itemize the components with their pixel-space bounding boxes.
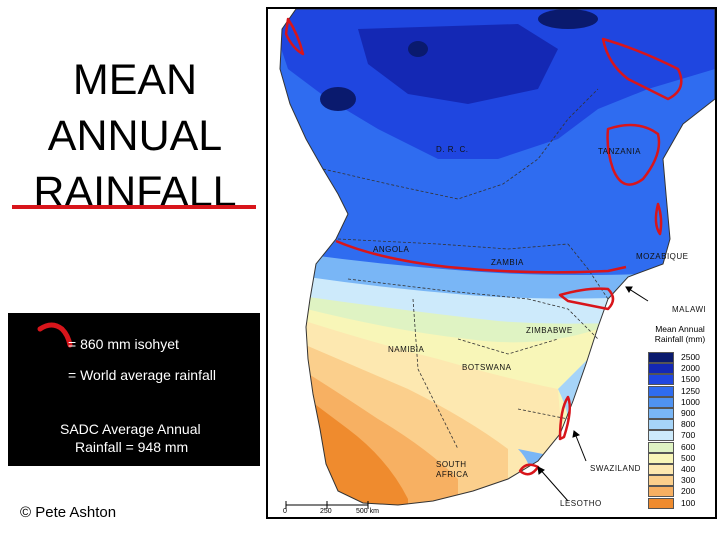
key-label-1250: 1250 xyxy=(681,385,700,396)
key-label-400: 400 xyxy=(681,464,696,474)
key-swatch-300 xyxy=(648,475,674,487)
key-label-500: 500 xyxy=(681,452,696,463)
key-swatch-600 xyxy=(648,441,674,453)
key-label-100: 100 xyxy=(681,497,696,508)
key-title-line-2: Rainfall (mm) xyxy=(654,334,706,344)
key-label-900: 900 xyxy=(681,408,696,418)
scale-label-zero: 0 xyxy=(283,508,287,515)
title-line-1: MEAN xyxy=(72,56,198,104)
country-borders xyxy=(322,88,609,450)
key-swatch-800 xyxy=(648,419,674,431)
label-south-africa-2: AFRICA xyxy=(436,470,469,479)
scale-label-end: 500 km xyxy=(356,508,379,515)
label-botswana: BOTSWANA xyxy=(462,363,512,372)
sadc-average-line-1: SADC Average Annual xyxy=(60,421,201,437)
key-label-800: 800 xyxy=(681,419,696,430)
label-malawi: MALAWI xyxy=(672,305,707,314)
key-swatch-400 xyxy=(648,464,674,475)
key-swatch-1250 xyxy=(648,385,674,397)
key-swatch-1000 xyxy=(648,396,674,408)
key-label-2000: 2000 xyxy=(681,363,700,374)
isohyet-860mm xyxy=(284,17,683,476)
title-underline xyxy=(12,205,256,209)
key-label-600: 600 xyxy=(681,441,696,452)
title-line-3: RAINFALL xyxy=(33,168,237,216)
rainfall-map: D. R. C. TANZANIA ANGOLA ZAMBIA MOZABIQU… xyxy=(266,7,717,519)
key-title-line-1: Mean Annual xyxy=(655,324,705,334)
label-zambia: ZAMBIA xyxy=(491,258,524,267)
credit-text: © Pete Ashton xyxy=(20,504,117,521)
label-swaziland: SWAZILAND xyxy=(590,464,641,473)
key-swatch-200 xyxy=(648,486,674,498)
sadc-average-line-2: Rainfall = 948 mm xyxy=(75,439,189,455)
label-zimbabwe: ZIMBABWE xyxy=(526,326,573,335)
key-swatch-2500 xyxy=(648,352,674,363)
key-swatch-1500 xyxy=(648,374,674,386)
key-title: Mean Annual Rainfall (mm) xyxy=(646,324,714,344)
key-swatch-900 xyxy=(648,408,674,419)
key-label-200: 200 xyxy=(681,486,696,497)
key-label-300: 300 xyxy=(681,475,696,486)
scale-label-mid: 250 xyxy=(320,508,332,515)
key-swatch-700 xyxy=(648,430,674,442)
rainfall-key: 2500 2000 1500 1250 1000 900 800 700 600 500 400 30… xyxy=(648,352,712,512)
key-swatch-100 xyxy=(648,497,674,509)
page-title: MEAN ANNUAL RAINFALL xyxy=(10,52,260,220)
legend-box: = 860 mm isohyet = World average rainfal… xyxy=(8,313,260,466)
isohyet-label: = 860 mm isohyet xyxy=(68,336,179,352)
coastline xyxy=(279,9,715,506)
key-label-2500: 2500 xyxy=(681,352,700,362)
world-average-label: = World average rainfall xyxy=(68,367,216,383)
title-line-2: ANNUAL xyxy=(47,112,223,160)
label-angola: ANGOLA xyxy=(373,245,410,254)
label-pointers xyxy=(537,286,649,502)
key-label-1500: 1500 xyxy=(681,374,700,385)
label-tanzania: TANZANIA xyxy=(598,147,641,156)
label-lesotho: LESOTHO xyxy=(560,499,602,508)
key-swatch-2000 xyxy=(648,363,674,375)
label-namibia: NAMIBIA xyxy=(388,345,425,354)
rainfall-map-graphic xyxy=(268,9,715,517)
key-swatch-500 xyxy=(648,452,674,464)
key-label-1000: 1000 xyxy=(681,396,700,407)
isohyet-symbol-icon xyxy=(37,322,73,348)
label-mozambique: MOZABIQUE xyxy=(636,252,689,261)
key-label-700: 700 xyxy=(681,430,696,441)
label-south-africa-1: SOUTH xyxy=(436,460,467,469)
scale-bar xyxy=(285,501,369,509)
label-drc: D. R. C. xyxy=(436,145,469,154)
